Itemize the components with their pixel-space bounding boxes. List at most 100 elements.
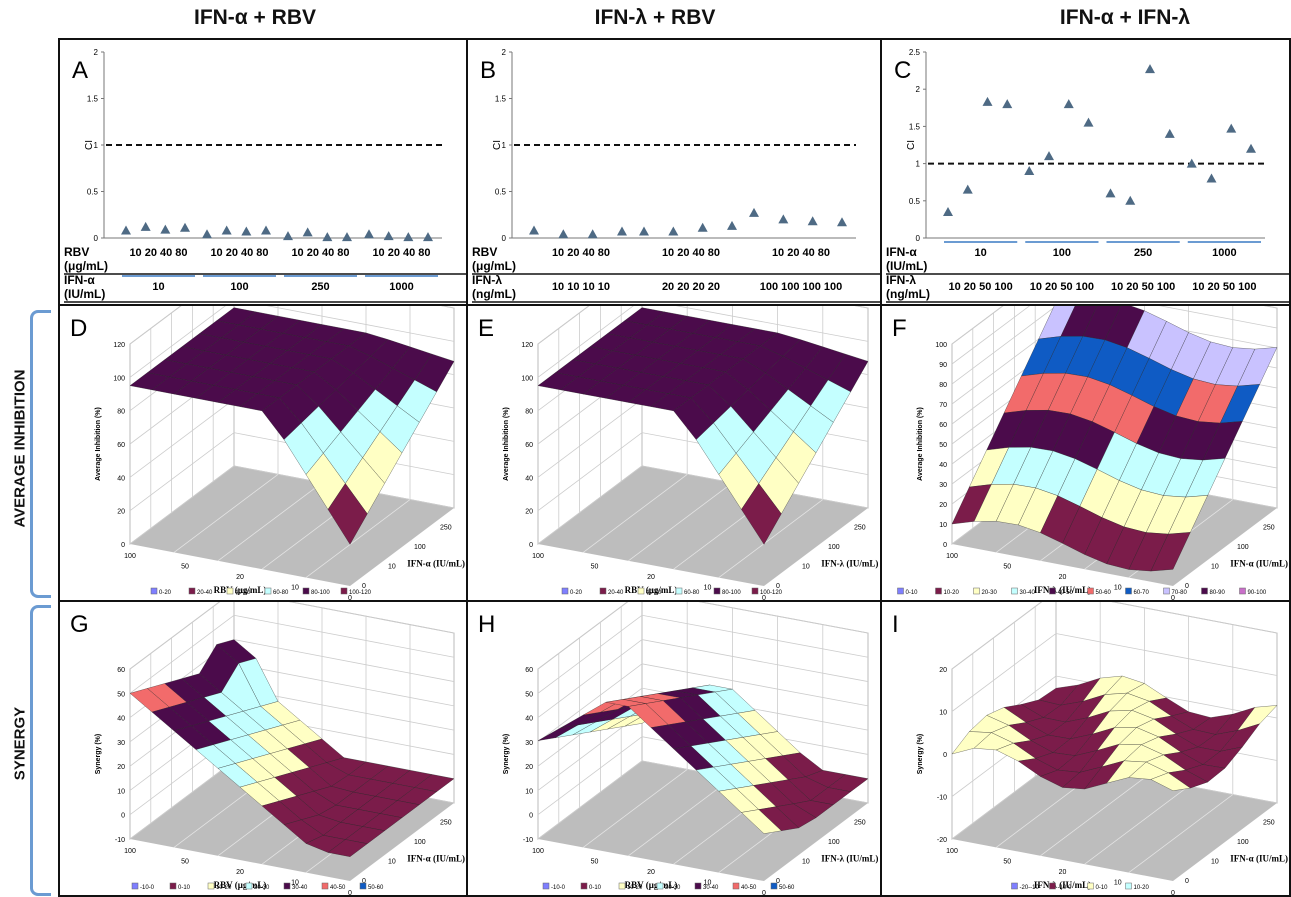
grid-line [951, 306, 1278, 345]
x-axis-label: RBV (μg/mL) [214, 880, 267, 890]
legend-swatch [694, 882, 702, 890]
legend-swatch [751, 587, 759, 595]
legend-label: 0-20 [159, 590, 172, 596]
legend-swatch [359, 882, 367, 890]
synergy-bracket [30, 605, 51, 896]
legend-label: 20-30 [982, 590, 998, 596]
z-tick-label: 0 [121, 542, 125, 549]
category-label: 10 20 40 80 [662, 247, 720, 259]
y-tick-label: 0 [362, 583, 366, 590]
legend-swatch [542, 882, 550, 890]
data-point [617, 226, 627, 236]
y-axis-label: CI [84, 140, 95, 150]
legend-label: 80-100 [311, 590, 330, 596]
data-point [837, 217, 847, 227]
legend-swatch [1087, 882, 1094, 890]
floor-grid [305, 499, 411, 578]
category-label: 10 20 50 100 [1111, 281, 1175, 293]
y-axis-label: IFN-α (IU/mL) [1230, 854, 1288, 864]
row2-unit: (ng/mL) [472, 287, 516, 301]
y-tick-label: 1 [94, 141, 99, 150]
data-point [221, 225, 232, 235]
legend-swatch [675, 587, 683, 595]
legend-label: 30-40 [703, 885, 719, 891]
data-point [749, 207, 759, 217]
grid-line [537, 639, 869, 718]
legend-swatch [283, 882, 291, 890]
y-tick-label: 0 [502, 234, 507, 243]
z-tick-label: 20 [939, 502, 947, 509]
grid-line [537, 687, 869, 767]
data-point [697, 222, 708, 232]
z-tick-label: 10 [117, 788, 125, 795]
legend-label: 50-60 [1096, 590, 1112, 596]
z-tick-label: 10 [939, 710, 947, 717]
y-tick-label: 0 [1185, 878, 1189, 885]
panel-F: F 100 90 80 70 60 50 40 30 20 10 0 Average Inhibitio… [880, 304, 1291, 602]
data-point [1145, 64, 1155, 74]
z-tick-label: 40 [525, 716, 533, 723]
legend-label: 10-20 [216, 885, 232, 891]
y-tick-label: 1.5 [87, 95, 99, 104]
x-tick-label: 50 [1003, 564, 1011, 571]
legend-swatch [637, 587, 645, 595]
z-tick-label: 20 [525, 764, 533, 771]
category-label: 10 20 50 100 [1030, 281, 1094, 293]
surface-cell [1150, 772, 1191, 791]
data-point [807, 216, 818, 226]
x-tick-label: 20 [236, 574, 244, 581]
row1-unit: (μg/mL) [472, 259, 516, 273]
z-tick-label: -10 [937, 795, 947, 802]
y-tick-label: 100 [828, 544, 840, 551]
x-tick-label: 100 [532, 848, 544, 855]
y-tick-label: 0.5 [495, 188, 507, 197]
floor [952, 761, 1277, 881]
legend-swatch [1011, 587, 1018, 595]
category-label: 100 100 100 100 [760, 281, 843, 293]
legend-label: 40-60 [646, 590, 662, 596]
row-title-inhibition: AVERAGE INHIBITION [11, 369, 29, 528]
y-tick-label: 0 [1185, 583, 1189, 590]
z-tick-label: 0 [121, 813, 125, 820]
legend-label: -10-0 [551, 885, 566, 891]
surface-cell [1150, 532, 1191, 572]
data-point [962, 184, 973, 194]
surface-cell [741, 809, 782, 834]
z-tick-label: 60 [525, 667, 533, 674]
panel-label: F [892, 315, 907, 342]
legend-label: 30-40 [1020, 590, 1036, 596]
y-tick-label: 1 [916, 160, 921, 169]
z-tick-label: 100 [935, 342, 947, 349]
z-tick-label: 40 [939, 462, 947, 469]
legend-label: 10-20 [627, 885, 643, 891]
data-point [261, 225, 271, 235]
legend-label: 60-80 [273, 590, 289, 596]
floor-grid [628, 482, 733, 562]
legend-label: 20-40 [197, 590, 213, 596]
category-label: 10 20 40 80 [129, 247, 187, 259]
x-tick-label: 50 [591, 859, 599, 866]
z-tick-label: 0 [529, 542, 533, 549]
data-point [121, 225, 131, 235]
data-point [342, 232, 352, 242]
column-title-ifna-rbv: IFN-α + RBV [193, 6, 316, 29]
z-tick-label: 90 [939, 362, 947, 369]
category-label: 10 20 40 80 [210, 247, 268, 259]
legend-swatch [131, 882, 139, 890]
x-tick-label: 100 [124, 848, 136, 855]
grid-line [537, 602, 869, 670]
z-tick-label: 30 [939, 482, 947, 489]
category-label: 10 20 40 80 [552, 247, 610, 259]
floor-grid [582, 769, 688, 848]
legend-swatch [618, 882, 626, 890]
z-tick-label: 100 [113, 375, 125, 382]
category-label: 250 [1134, 247, 1152, 259]
x-tick-label: 0 [348, 890, 352, 897]
grid-line [129, 614, 455, 694]
x-axis-label: RBV (μg/mL) [625, 880, 678, 890]
z-tick-label: -20 [937, 837, 947, 844]
z-tick-label: 60 [117, 442, 125, 449]
data-point [529, 225, 539, 235]
data-point [1083, 117, 1094, 127]
legend-swatch [1201, 587, 1208, 595]
